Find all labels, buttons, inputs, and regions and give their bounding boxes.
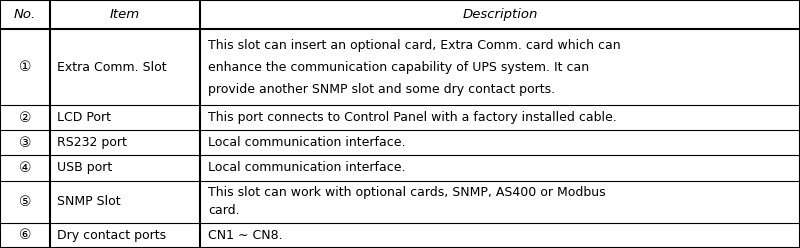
Text: card.: card. [208,204,240,217]
Text: Description: Description [462,8,538,21]
Text: Local communication interface.: Local communication interface. [208,136,406,149]
Text: ②: ② [18,111,31,125]
Text: LCD Port: LCD Port [57,111,110,124]
Text: CN1 ∼ CN8.: CN1 ∼ CN8. [208,229,282,242]
Text: No.: No. [14,8,36,21]
Text: SNMP Slot: SNMP Slot [57,195,121,208]
Text: Item: Item [110,8,140,21]
Text: This slot can insert an optional card, Extra Comm. card which can: This slot can insert an optional card, E… [208,39,621,52]
Text: enhance the communication capability of UPS system. It can: enhance the communication capability of … [208,61,589,74]
Text: ⑤: ⑤ [18,195,31,209]
Text: Dry contact ports: Dry contact ports [57,229,166,242]
Text: USB port: USB port [57,161,112,175]
Text: ③: ③ [18,136,31,150]
Text: ⑥: ⑥ [18,228,31,243]
Text: provide another SNMP slot and some dry contact ports.: provide another SNMP slot and some dry c… [208,83,555,96]
Text: This slot can work with optional cards, SNMP, AS400 or Modbus: This slot can work with optional cards, … [208,186,606,199]
Text: RS232 port: RS232 port [57,136,126,149]
Text: Local communication interface.: Local communication interface. [208,161,406,175]
Text: Extra Comm. Slot: Extra Comm. Slot [57,61,166,74]
Text: This port connects to Control Panel with a factory installed cable.: This port connects to Control Panel with… [208,111,617,124]
Text: ④: ④ [18,161,31,175]
Text: ①: ① [18,60,31,74]
